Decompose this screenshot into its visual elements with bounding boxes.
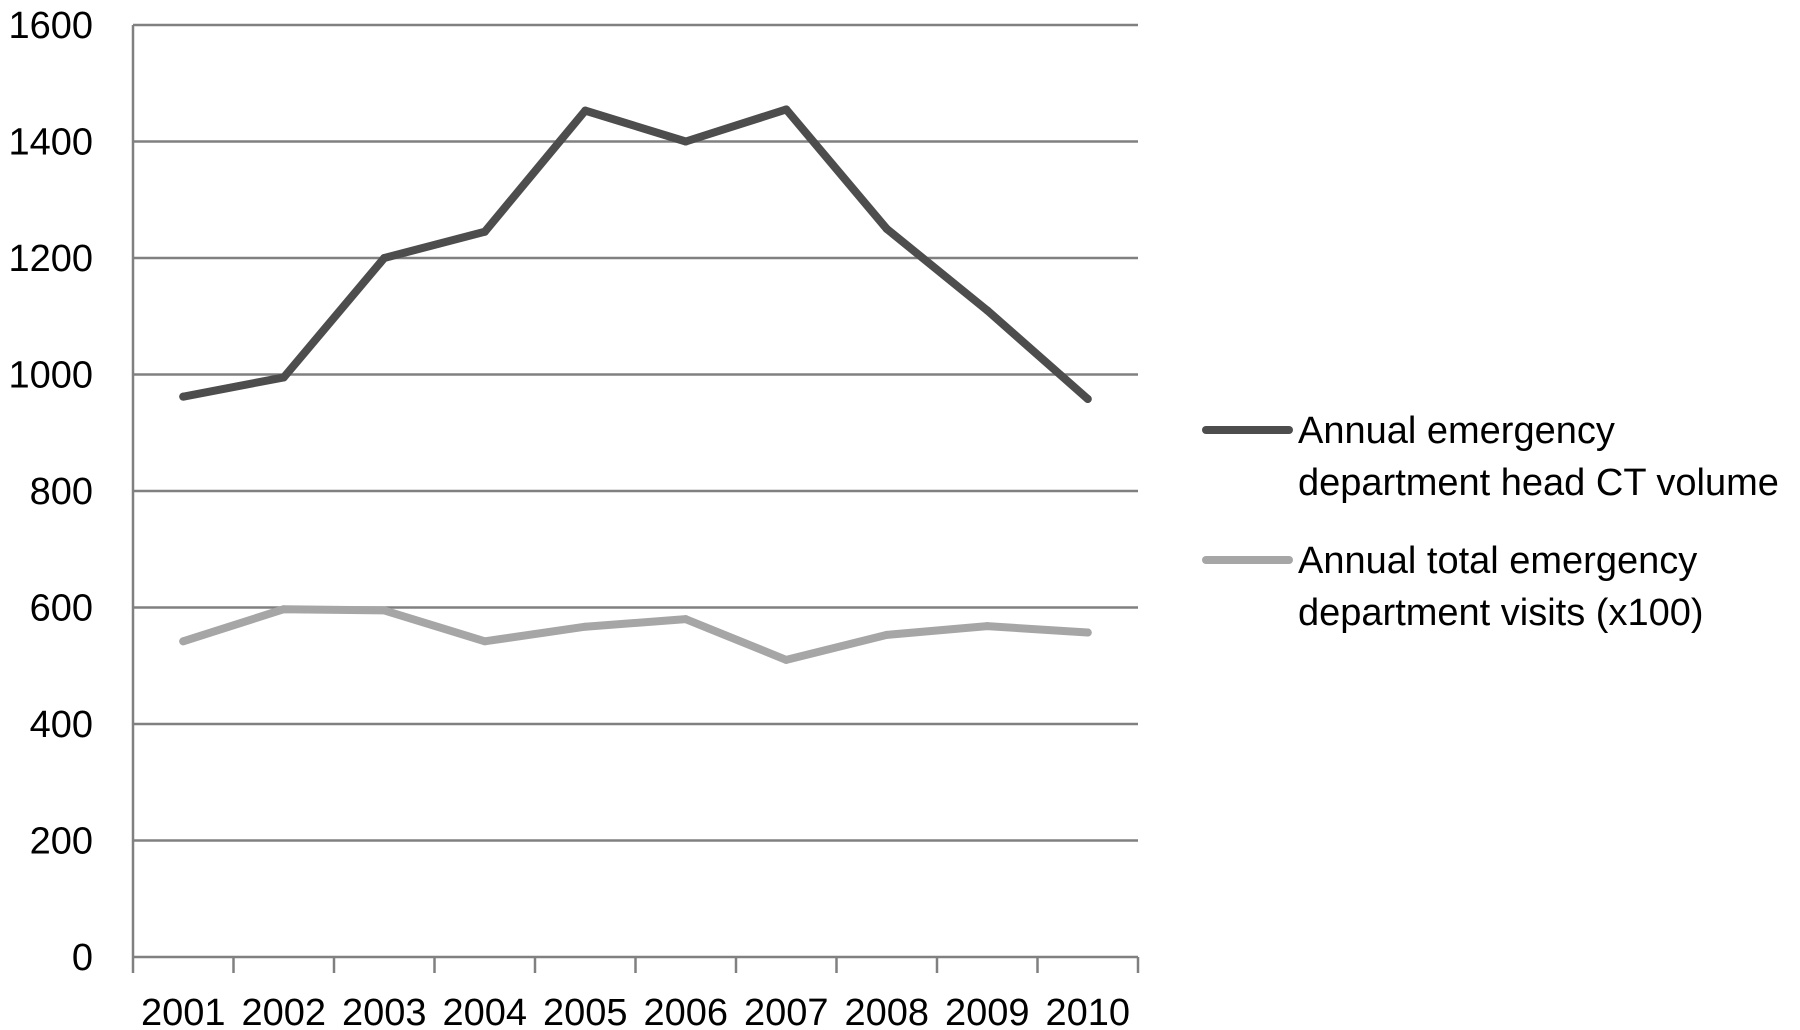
- data-point: [480, 637, 489, 646]
- y-tick-label: 1600: [8, 5, 93, 47]
- x-tick-label: 2004: [442, 992, 527, 1030]
- x-tick-label: 2010: [1045, 992, 1130, 1030]
- data-point: [782, 105, 791, 114]
- grid-lines: [133, 23, 1138, 842]
- y-tick-label: 800: [30, 471, 93, 513]
- legend-label: department head CT volume: [1298, 462, 1779, 504]
- legend: Annual emergency department head CT volum…: [1202, 410, 1779, 634]
- legend-label: department visits (x100): [1298, 592, 1704, 634]
- y-tick-label: 1000: [8, 355, 93, 397]
- y-tick-label: 400: [30, 704, 93, 746]
- data-point: [581, 622, 590, 631]
- x-tick-label: 2008: [844, 992, 929, 1030]
- y-tick-label: 1400: [8, 122, 93, 164]
- y-tick-label: 600: [30, 588, 93, 630]
- data-point: [983, 622, 992, 631]
- data-point: [681, 615, 690, 624]
- x-tick-label: 2002: [241, 992, 326, 1030]
- x-tick-label: 2001: [141, 992, 226, 1030]
- data-point: [1083, 628, 1092, 637]
- data-point: [681, 137, 690, 146]
- data-point: [480, 227, 489, 236]
- data-point: [882, 630, 891, 639]
- x-tick-label: 2003: [342, 992, 427, 1030]
- legend-label: Annual emergency: [1298, 410, 1615, 452]
- legend-label: Annual total emergency: [1298, 540, 1697, 582]
- y-tick-label: 200: [30, 821, 93, 863]
- data-point: [179, 392, 188, 401]
- series-lines: [179, 105, 1092, 664]
- data-point: [380, 606, 389, 615]
- data-point: [279, 373, 288, 382]
- data-point: [179, 637, 188, 646]
- data-point: [983, 306, 992, 315]
- axes: 0 200 400 600 800 1000 1200 1400 1600 2001 2002 200…: [8, 5, 1140, 1030]
- data-point: [782, 655, 791, 664]
- data-point: [1083, 394, 1092, 403]
- y-tick-label: 1200: [8, 238, 93, 280]
- data-point: [380, 254, 389, 262]
- x-tick-label: 2007: [744, 992, 829, 1030]
- series-line-1: [179, 105, 1092, 403]
- y-tick-label: 0: [72, 937, 93, 979]
- data-point: [882, 224, 891, 233]
- series-line-2: [179, 605, 1092, 664]
- x-tick-label: 2006: [643, 992, 728, 1030]
- data-point: [581, 106, 590, 115]
- x-tick-label: 2009: [945, 992, 1030, 1030]
- x-tick-label: 2005: [543, 992, 628, 1030]
- data-point: [279, 605, 288, 614]
